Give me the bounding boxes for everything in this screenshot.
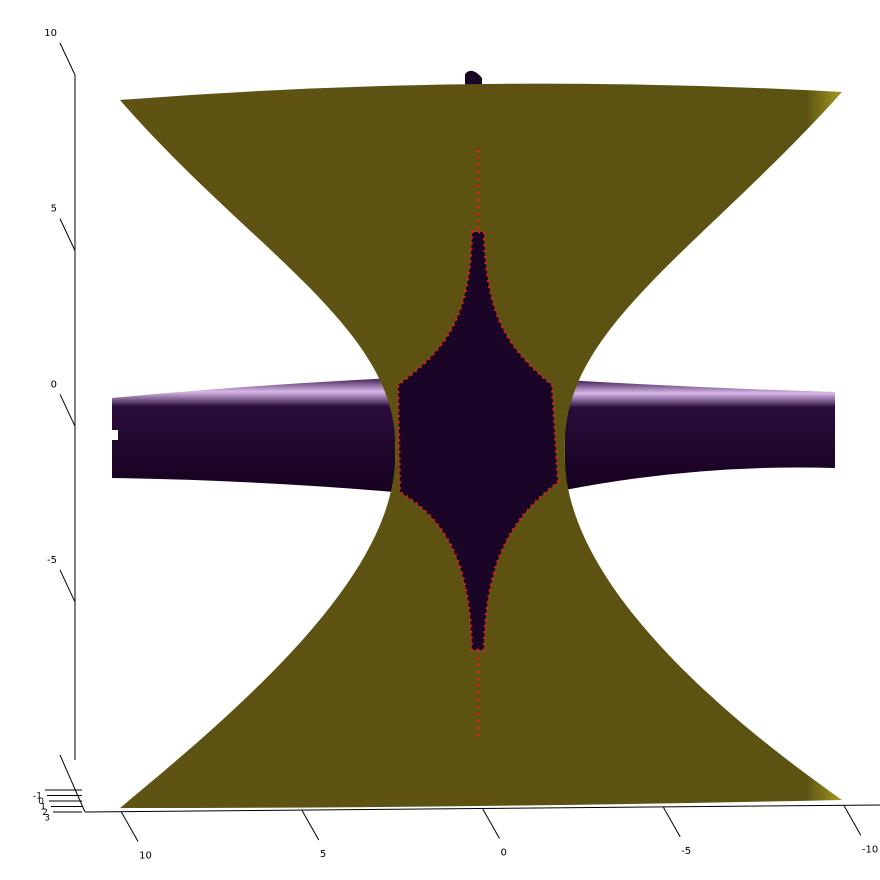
z-tick-label: 5 — [51, 204, 57, 215]
y-axis — [59, 754, 86, 813]
tube-right — [565, 380, 835, 490]
tube-left — [112, 378, 395, 492]
y-tick-label: -1 — [33, 792, 42, 802]
y-tick-label: 1 — [40, 803, 46, 813]
z-tick-label: 10 — [44, 28, 57, 39]
center-surface — [396, 230, 560, 652]
x-tick-label: 5 — [320, 849, 326, 860]
z-tick-label: 0 — [51, 379, 57, 390]
z-tick — [59, 394, 76, 427]
x-tick — [482, 808, 500, 839]
x-tick — [843, 805, 862, 836]
y-tick-label: 3 — [44, 814, 50, 824]
z-tick — [59, 218, 76, 251]
x-tick-label: 0 — [501, 848, 507, 859]
x-tick-label: -10 — [862, 844, 878, 855]
z-tick-label: -5 — [47, 555, 57, 566]
x-tick-label: -5 — [681, 846, 691, 857]
y-tick-label: 2 — [42, 808, 48, 818]
x-tick — [301, 809, 320, 841]
x-tick — [120, 811, 139, 842]
z-tick — [59, 569, 76, 603]
x-tick-label: 10 — [139, 851, 152, 862]
y-tick-label: 0 — [38, 797, 44, 807]
z-tick — [59, 42, 76, 76]
x-tick — [662, 806, 681, 838]
